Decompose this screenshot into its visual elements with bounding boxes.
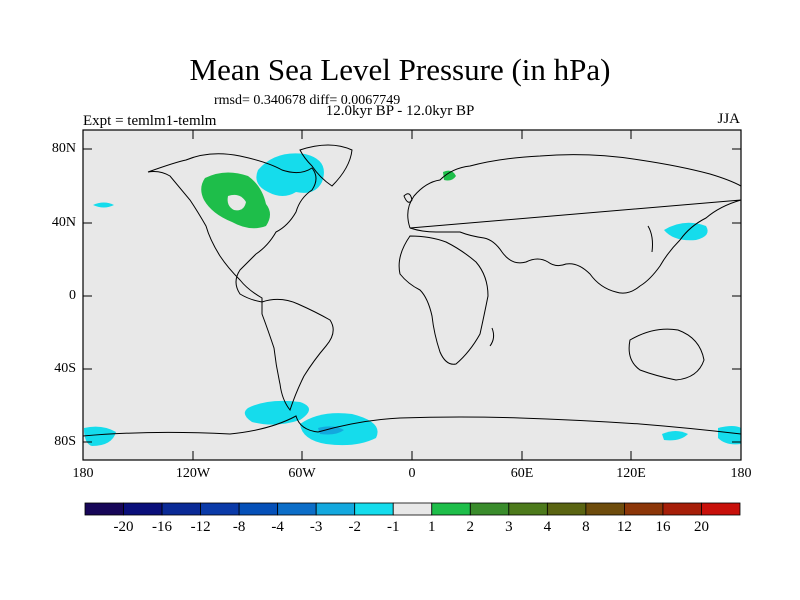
lon-label-120e: 120E (616, 466, 646, 481)
colorbar-label-14: 16 (655, 519, 671, 535)
colorbar-swatch-11 (508, 502, 548, 516)
colorbar-swatch-13 (585, 502, 625, 516)
colorbar-label-4: -4 (271, 519, 284, 535)
coast-south-america (261, 298, 334, 412)
lon-label-60w: 60W (288, 466, 316, 481)
colorbar-swatch-9 (431, 502, 471, 516)
colorbar-swatch-1 (123, 502, 163, 516)
coast-uk (403, 193, 413, 203)
colorbar-swatch-14 (624, 502, 664, 516)
colorbar-swatch-2 (161, 502, 201, 516)
anomaly-regions (84, 153, 741, 446)
anomaly-weddell-core (318, 426, 344, 435)
anomaly-ross-east (718, 426, 741, 445)
colorbar-swatch-10 (469, 502, 510, 516)
anomaly-north-pacific-left (93, 202, 114, 208)
colorbar-label-3: -8 (232, 519, 246, 535)
period-line: 12.0kyr BP - 12.0kyr BP (325, 103, 475, 119)
colorbar-label-0: -20 (113, 519, 134, 535)
colorbar-label-10: 3 (505, 519, 513, 535)
map-ocean-background (83, 130, 741, 460)
coast-africa (398, 235, 489, 365)
stats-line: rmsd= 0.340678 diff= 0.0067749 (214, 93, 401, 108)
anomaly-east-antarctica (662, 431, 688, 441)
colorbar-swatch-12 (546, 502, 587, 516)
colorbar-label-6: -2 (348, 519, 361, 535)
colorbar-label-1: -16 (152, 519, 173, 535)
colorbar-label-2: -12 (190, 519, 211, 535)
coast-europe-asia (407, 154, 742, 294)
lat-label-80s: 80S (54, 434, 76, 449)
map-title: Mean Sea Level Pressure (in hPa) (189, 52, 611, 87)
anomaly-north-pacific-right (664, 222, 708, 241)
lon-label-180w: 180 (72, 466, 94, 481)
colorbar-label-7: -1 (386, 519, 400, 535)
colorbar-label-12: 8 (582, 519, 590, 535)
lon-label-0: 0 (408, 466, 416, 481)
anomaly-hudson-negative (256, 153, 324, 196)
coast-japan (647, 225, 653, 253)
coast-greenland (299, 144, 353, 187)
experiment-label: Expt = temlm1-temlm (83, 113, 217, 129)
colorbar-label-9: 2 (466, 519, 475, 535)
colorbar-label-8: 1 (428, 519, 436, 535)
anomaly-scandinavia-positive (443, 170, 456, 181)
colorbar-swatch-15 (662, 502, 702, 516)
lon-label-60e: 60E (510, 466, 534, 481)
colorbar (84, 502, 741, 516)
colorbar-swatch-3 (200, 502, 240, 516)
coast-antarctica (82, 415, 742, 437)
colorbar-swatch-7 (354, 502, 394, 516)
colorbar-label-13: 12 (616, 519, 632, 535)
colorbar-swatch-16 (701, 502, 741, 516)
coast-north-america (147, 153, 317, 303)
coast-madagascar (489, 327, 495, 347)
lat-label-80n: 80N (51, 141, 76, 156)
colorbar-label-15: 20 (693, 519, 709, 535)
colorbar-swatch-8 (392, 502, 433, 516)
colorbar-label-11: 4 (543, 519, 552, 535)
colorbar-label-5: -3 (309, 519, 323, 535)
lon-ticks (192, 130, 632, 460)
lat-label-40n: 40N (51, 215, 76, 230)
anomaly-north-america-inner (227, 194, 246, 211)
coast-australia (628, 328, 705, 381)
colorbar-swatch-6 (315, 502, 356, 516)
colorbar-swatch-5 (277, 502, 317, 516)
lat-label-0: 0 (69, 288, 76, 303)
lat-ticks (83, 148, 741, 443)
colorbar-swatch-0 (84, 502, 124, 516)
lon-label-180e: 180 (730, 466, 752, 481)
season-label: JJA (717, 111, 740, 127)
colorbar-swatch-4 (238, 502, 279, 516)
lon-label-120w: 120W (175, 466, 211, 481)
anomaly-south-atlantic (244, 400, 309, 425)
lat-label-40s: 40S (54, 361, 76, 376)
coastlines (82, 144, 742, 437)
anomaly-ross-west (84, 426, 116, 446)
